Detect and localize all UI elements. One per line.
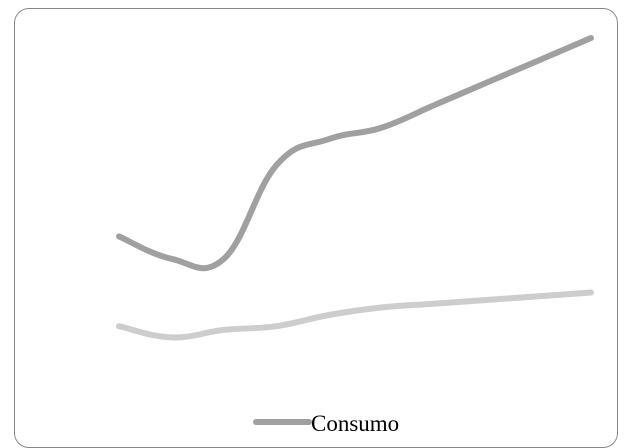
- legend-label-consumo: Consumo: [311, 411, 399, 431]
- series-line-2: [116, 289, 594, 341]
- chart-frame: [14, 8, 618, 448]
- legend: Consumo: [253, 411, 399, 431]
- line-chart: Consumo: [116, 35, 594, 431]
- series-layer: [116, 35, 594, 341]
- series-line-consumo: [116, 35, 594, 272]
